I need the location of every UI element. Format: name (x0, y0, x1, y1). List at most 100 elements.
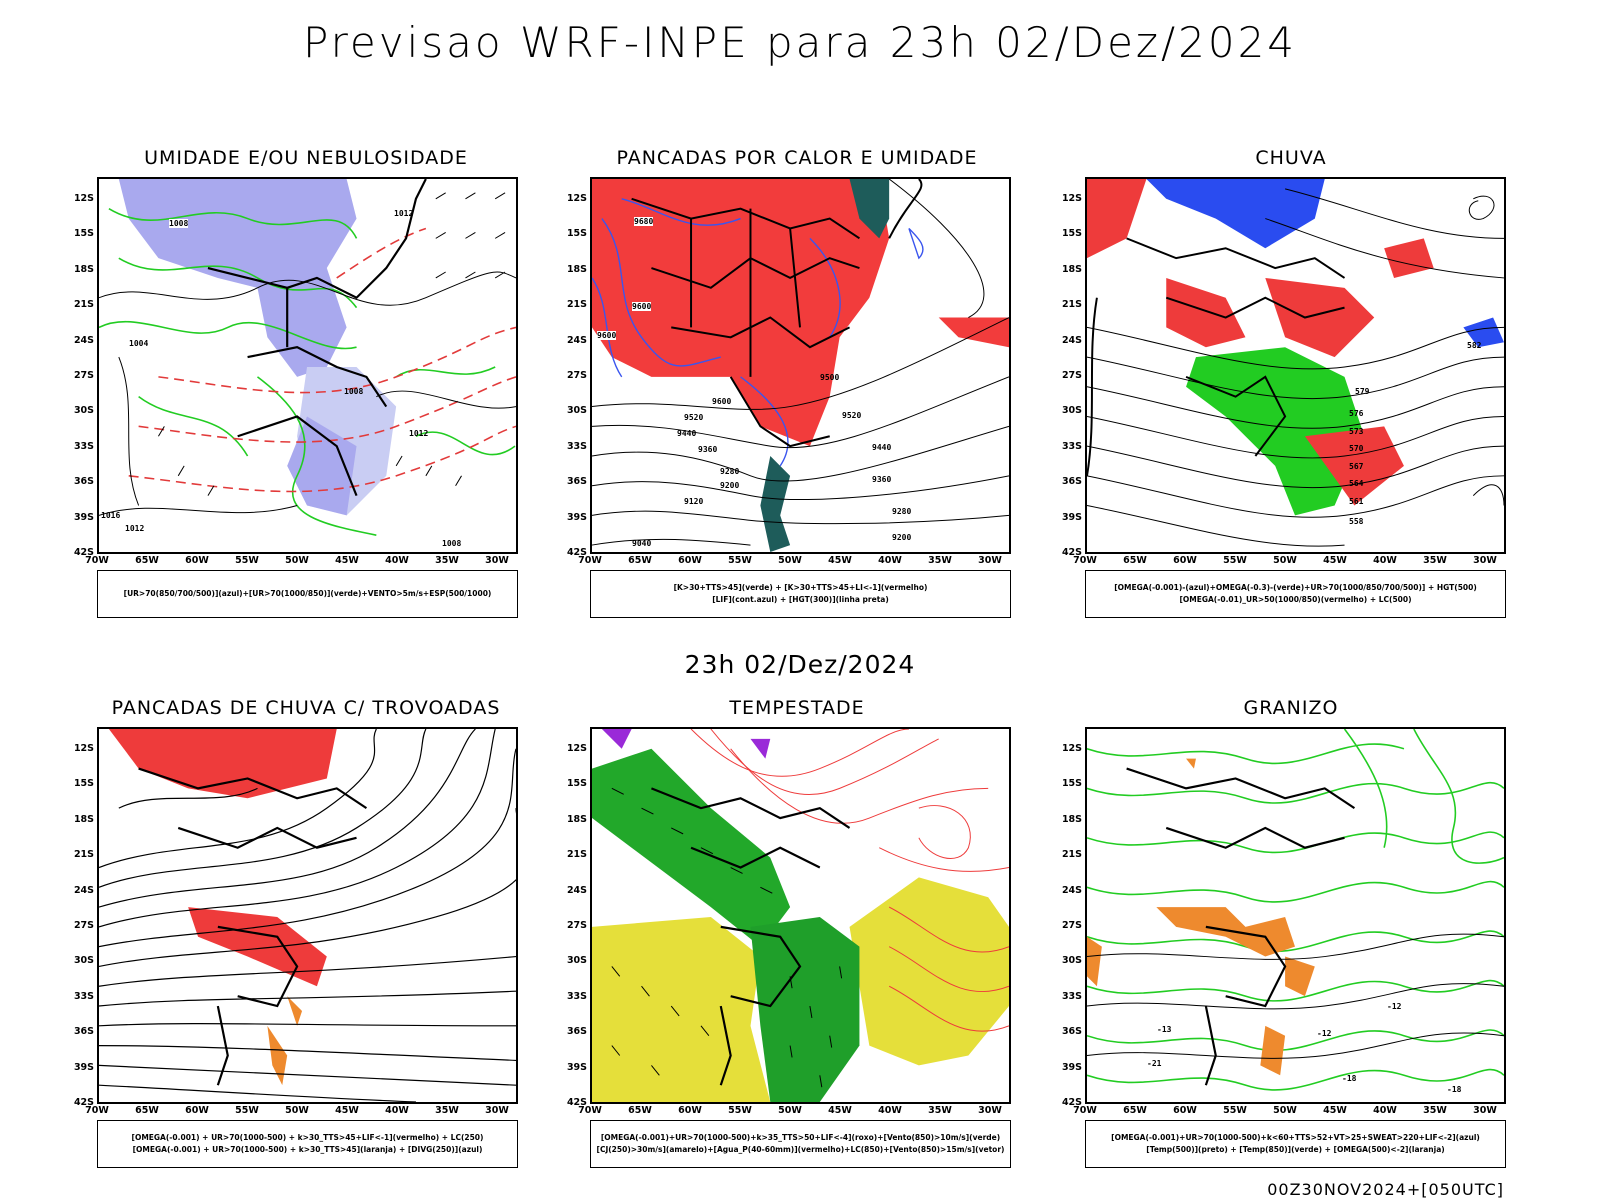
lat-tick-label: 24S (566, 334, 587, 346)
lat-tick-label: 33S (73, 440, 94, 452)
legend-line: [LIF](cont.azul) + [HGT(300)](linha pret… (712, 595, 889, 604)
lat-tick-label: 27S (73, 370, 94, 381)
contour-label: 1008 (442, 539, 462, 548)
lat-tick-label: 12S (1061, 193, 1082, 204)
lat-tick-label: 36S (73, 476, 94, 488)
lon-tick-label: 45W (828, 1105, 852, 1116)
contour-label: 1004 (129, 339, 149, 348)
lat-tick-label: 39S (566, 1061, 587, 1073)
lon-tick-label: 50W (285, 1105, 309, 1116)
lat-tick-label: 42S (566, 547, 587, 558)
lon-tick-label: 40W (1373, 555, 1397, 566)
lon-tick-label: 35W (1423, 1105, 1447, 1116)
panel-title-pancadas-calor: PANCADAS POR CALOR E UMIDADE (616, 147, 978, 169)
map-trovoadas (97, 727, 518, 1104)
legend-trovoadas: [OMEGA(-0.001) + UR>70(1000-500) + k>30_… (97, 1120, 518, 1168)
lon-tick-label: 40W (878, 1105, 902, 1116)
lat-tick-label: 21S (566, 849, 587, 861)
lon-tick-label: 65W (628, 555, 652, 566)
lon-tick-label: 55W (728, 555, 752, 566)
contour-label: 9040 (632, 539, 652, 548)
lon-tick-label: 60W (1173, 555, 1197, 566)
lon-tick-label: 70W (1073, 555, 1097, 566)
lon-tick-label: 30W (978, 1105, 1002, 1116)
lat-tick-label: 42S (1061, 547, 1082, 558)
lat-tick-label: 21S (73, 849, 94, 861)
page-title: Previsao WRF-INPE para 23h 02/Dez/2024 (302, 18, 1298, 67)
lon-tick-label: 35W (928, 1105, 952, 1116)
lat-tick-label: 39S (1061, 511, 1082, 523)
contour-label: 9360 (872, 475, 892, 484)
lat-tick-label: 27S (1061, 370, 1082, 381)
lon-tick-label: 55W (235, 555, 259, 566)
lon-tick-label: 35W (928, 555, 952, 566)
lon-tick-label: 50W (285, 555, 309, 566)
legend-line: [CJ(250)>30m/s](amarelo)+[Agua_P(40-60mm… (596, 1145, 1005, 1154)
lon-tick-label: 60W (185, 555, 209, 566)
lat-tick-label: 39S (1061, 1061, 1082, 1073)
lat-tick-label: 36S (566, 476, 587, 488)
lon-tick-label: 60W (678, 555, 702, 566)
lat-tick-label: 24S (1061, 334, 1082, 346)
lat-tick-label: 24S (73, 334, 94, 346)
map-pancadas-calor-drawing (592, 179, 1009, 552)
lon-tick-label: 65W (135, 1105, 159, 1116)
map-tempestade (590, 727, 1011, 1104)
contour-label: 1016 (101, 511, 121, 520)
lat-tick-label: 33S (1061, 440, 1082, 452)
lat-tick-label: 15S (73, 778, 94, 790)
lat-tick-label: 12S (73, 743, 94, 754)
contour-label: 9600 (712, 397, 732, 406)
contour-label: 582 (1467, 341, 1482, 350)
lat-tick-label: 21S (566, 299, 587, 311)
panel-title-granizo: GRANIZO (1243, 697, 1339, 719)
lon-tick-label: 65W (135, 555, 159, 566)
contour-label: 561 (1349, 497, 1364, 506)
contour-label: -21 (1147, 1059, 1162, 1068)
lon-tick-label: 55W (235, 1105, 259, 1116)
map-pancadas-calor: 9680 9600 9600 9520 9440 9360 9280 9200 … (590, 177, 1011, 554)
contour-label: 9360 (698, 445, 718, 454)
lat-tick-label: 21S (1061, 849, 1082, 861)
lon-tick-label: 35W (435, 555, 459, 566)
lat-tick-label: 24S (73, 884, 94, 896)
contour-label: 9600 (597, 331, 617, 340)
lat-tick-label: 21S (73, 299, 94, 311)
lat-tick-label: 39S (73, 1061, 94, 1073)
lat-tick-label: 24S (1061, 884, 1082, 896)
lon-tick-label: 55W (1223, 1105, 1247, 1116)
panel-title-tempestade: TEMPESTADE (729, 697, 865, 719)
contour-label: -12 (1387, 1002, 1402, 1011)
lat-tick-label: 39S (73, 511, 94, 523)
map-chuva-drawing (1087, 179, 1504, 547)
lon-tick-label: 70W (578, 1105, 602, 1116)
map-chuva: 582 579 576 573 570 567 564 561 558 (1085, 177, 1506, 554)
contour-label: 558 (1349, 517, 1364, 526)
lat-tick-label: 36S (566, 1026, 587, 1038)
lat-tick-label: 30S (1061, 955, 1082, 967)
legend-line: [OMEGA(-0.001)-(azul)+OMEGA(-0.3)-(verde… (1114, 583, 1477, 592)
contour-label: 576 (1349, 409, 1364, 418)
map-umidade: 1008 1012 1004 1008 1016 1012 1008 1012 (97, 177, 518, 554)
lon-tick-label: 30W (485, 1105, 509, 1116)
contour-label: 567 (1349, 462, 1364, 471)
map-granizo-drawing (1087, 729, 1504, 1091)
contour-label: 9280 (892, 507, 912, 516)
lon-tick-label: 40W (385, 555, 409, 566)
legend-line: [OMEGA(-0.001) + UR>70(1000-500) + k>30_… (132, 1145, 483, 1154)
contour-label: 1012 (409, 429, 429, 438)
lat-tick-label: 42S (73, 547, 94, 558)
lon-tick-label: 70W (85, 555, 109, 566)
lat-tick-label: 36S (1061, 1026, 1082, 1038)
legend-line: [OMEGA(-0.001)+UR>70(1000-500)+k<60+TTS>… (1111, 1133, 1480, 1142)
lat-tick-label: 33S (73, 990, 94, 1002)
lon-tick-label: 70W (578, 555, 602, 566)
contour-label: 9680 (634, 217, 654, 226)
legend-pancadas-calor: [K>30+TTS>45](verde) + [K>30+TTS>45+LI<-… (590, 570, 1011, 618)
legend-granizo: [OMEGA(-0.001)+UR>70(1000-500)+k<60+TTS>… (1085, 1120, 1506, 1168)
lon-tick-label: 40W (385, 1105, 409, 1116)
legend-line: [UR>70(850/700/500)](azul)+[UR>70(1000/8… (123, 589, 492, 598)
contour-label: 9440 (872, 443, 892, 452)
legend-line: [OMEGA(-0.001)+UR>70(1000-500)+k>35_TTS>… (600, 1133, 1001, 1142)
lat-tick-label: 18S (566, 813, 587, 825)
